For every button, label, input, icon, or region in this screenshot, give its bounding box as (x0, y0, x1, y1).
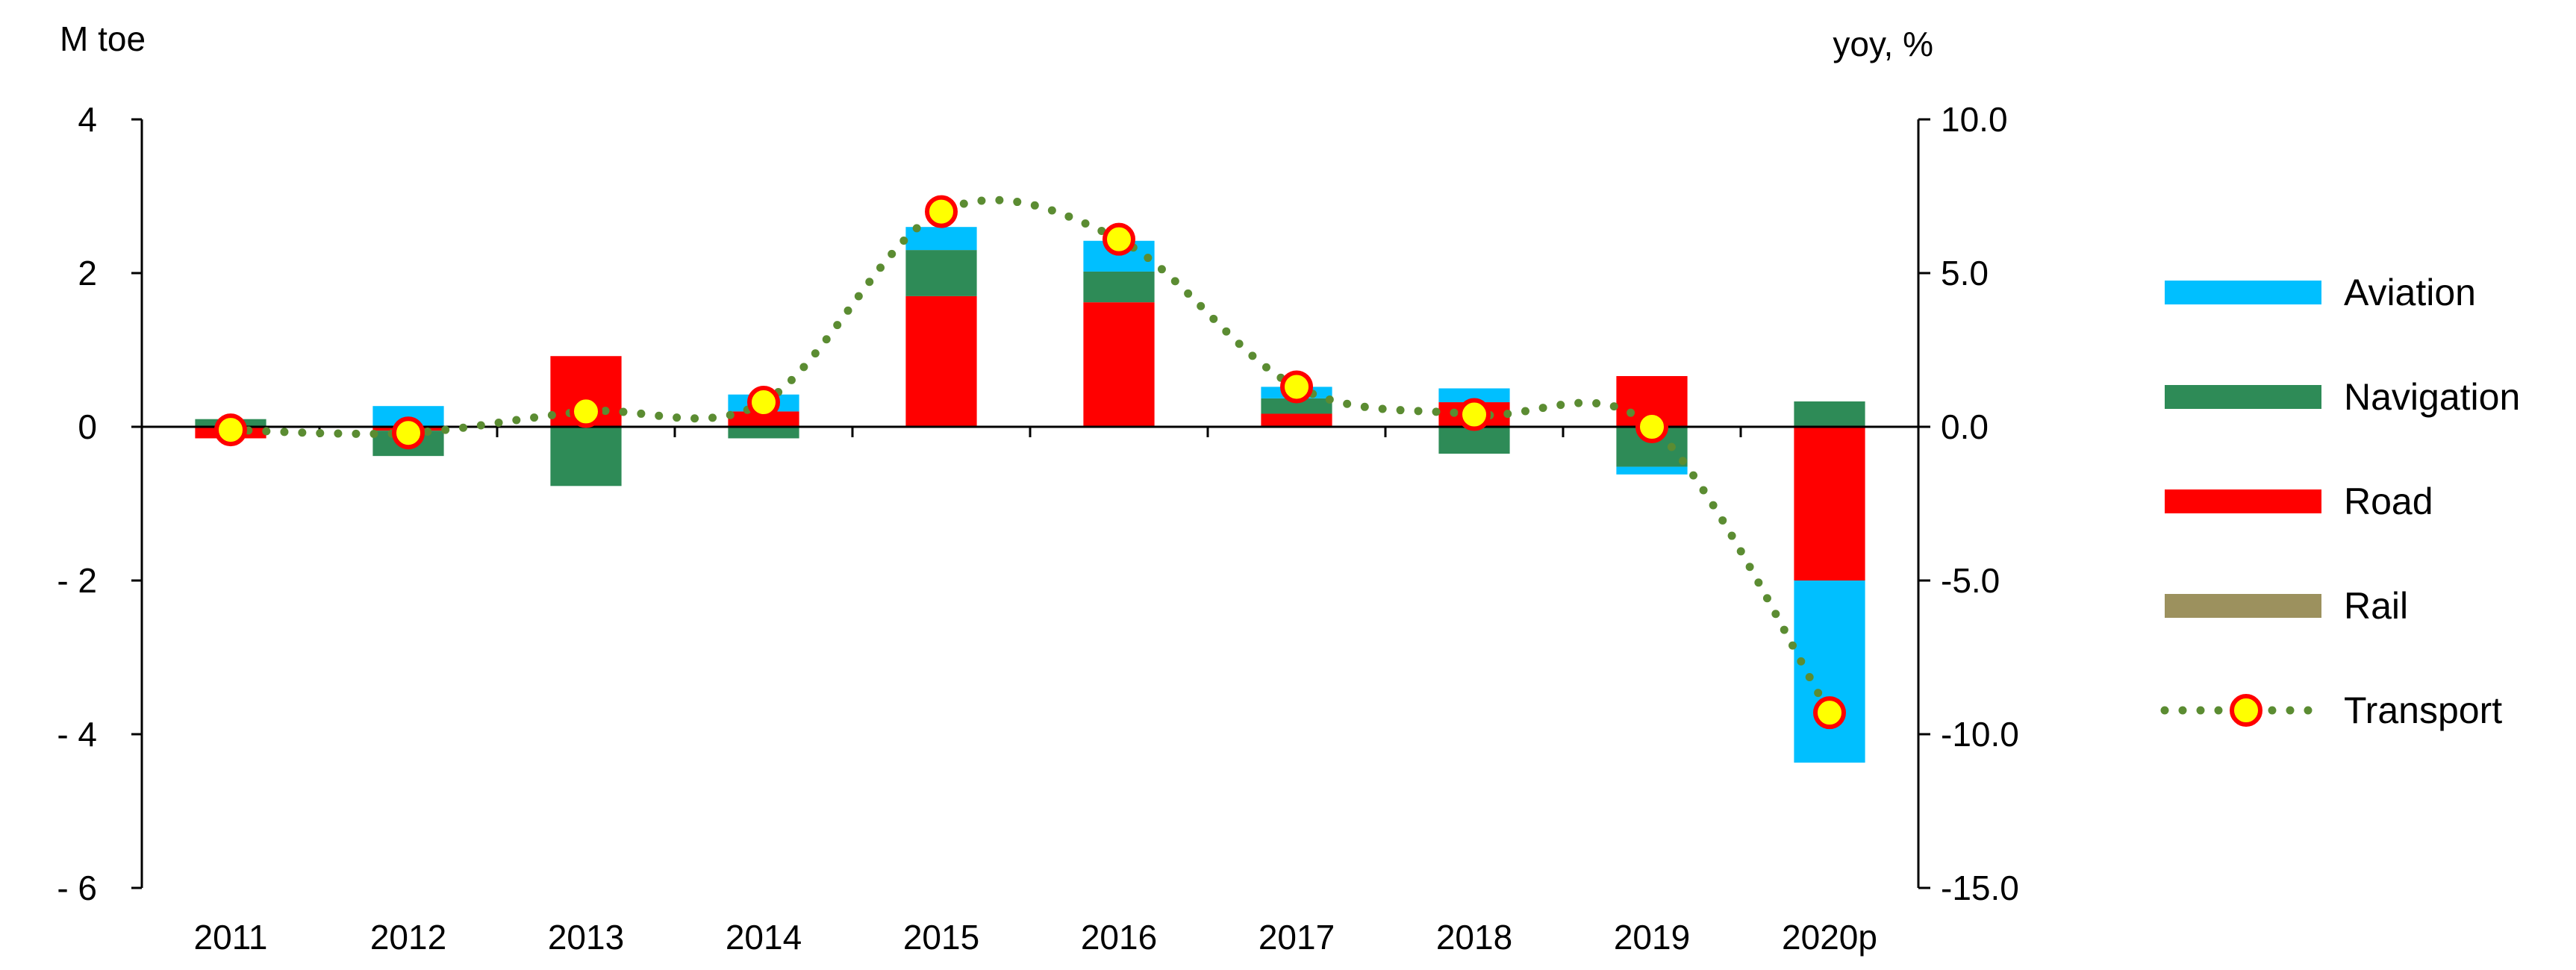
right-axis-unit: yoy, % (1833, 25, 1933, 63)
legend-swatch-navigation (2165, 385, 2321, 409)
bar-aviation-2018 (1438, 388, 1510, 403)
category-label-2017: 2017 (1259, 918, 1335, 957)
category-label-2014: 2014 (726, 918, 802, 957)
category-label-2011: 2011 (194, 918, 268, 957)
right-tick-label: -5.0 (1941, 561, 2000, 600)
bars-layer (195, 227, 1865, 763)
legend-marker-transport (2230, 694, 2262, 727)
bar-navigation-2016 (1083, 271, 1155, 303)
transport-marker-2014 (747, 386, 780, 419)
right-tick-label: 0.0 (1941, 407, 1989, 446)
right-tick-label: 5.0 (1941, 254, 1989, 292)
transport-line (226, 195, 1834, 717)
left-tick-label: - 2 (57, 561, 97, 600)
legend: Aviation Navigation Road Rail Transport (2160, 272, 2520, 731)
transport-marker-2011 (214, 413, 247, 447)
transport-marker-2020p (1813, 696, 1846, 730)
right-tick-label: 10.0 (1941, 100, 2008, 139)
legend-label-navigation: Navigation (2344, 376, 2520, 418)
left-tick-label: - 6 (57, 869, 97, 907)
left-tick-label: 4 (78, 100, 97, 139)
bar-road-2014 (728, 411, 799, 427)
bar-navigation-2018 (1438, 427, 1510, 454)
transport-marker-2015 (925, 195, 958, 228)
category-label-2020p: 2020p (1782, 918, 1877, 957)
transport-marker-2019 (1635, 410, 1668, 443)
legend-swatch-aviation (2165, 281, 2321, 304)
category-label-2016: 2016 (1081, 918, 1157, 957)
legend-label-transport: Transport (2344, 689, 2502, 731)
right-tick-label: -15.0 (1941, 869, 2019, 907)
bar-road-2017 (1261, 413, 1332, 427)
legend-label-rail: Rail (2344, 585, 2408, 627)
legend-swatch-rail (2165, 594, 2321, 618)
bar-road-2020p (1794, 427, 1865, 581)
category-label-2013: 2013 (548, 918, 624, 957)
bar-aviation-2019 (1616, 466, 1688, 475)
legend-label-aviation: Aviation (2344, 272, 2476, 313)
legend-swatch-road (2165, 489, 2321, 513)
legend-label-road: Road (2344, 481, 2433, 522)
left-tick-label: 0 (78, 407, 97, 446)
category-label-2012: 2012 (370, 918, 446, 957)
transport-marker-2012 (392, 416, 425, 450)
left-tick-label: 2 (78, 254, 97, 292)
transport-marker-2018 (1458, 398, 1491, 431)
bar-navigation-2015 (905, 250, 977, 296)
left-tick-label: - 4 (57, 715, 97, 754)
axes-layer: 4 2 0 - 2 - 4 - 6 10.0 5.0 0.0 -5.0 -10.0 -15.0 2011… (57, 100, 2019, 957)
transport-line-layer (214, 195, 1846, 730)
bar-aviation-2020p (1794, 581, 1865, 763)
bar-navigation-2013 (550, 427, 622, 486)
transport-marker-2016 (1103, 222, 1135, 256)
bar-road-2016 (1083, 302, 1155, 427)
category-label-2015: 2015 (903, 918, 979, 957)
bar-road-2015 (905, 295, 977, 427)
bar-navigation-2014 (728, 427, 799, 439)
bar-navigation-2017 (1261, 398, 1332, 414)
bar-navigation-2020p (1794, 401, 1865, 427)
transport-marker-2017 (1280, 370, 1313, 404)
right-tick-label: -10.0 (1941, 715, 2019, 754)
category-label-2019: 2019 (1614, 918, 1690, 957)
transport-marker-2013 (570, 395, 602, 428)
left-axis-unit: M toe (60, 19, 146, 58)
category-label-2018: 2018 (1436, 918, 1512, 957)
